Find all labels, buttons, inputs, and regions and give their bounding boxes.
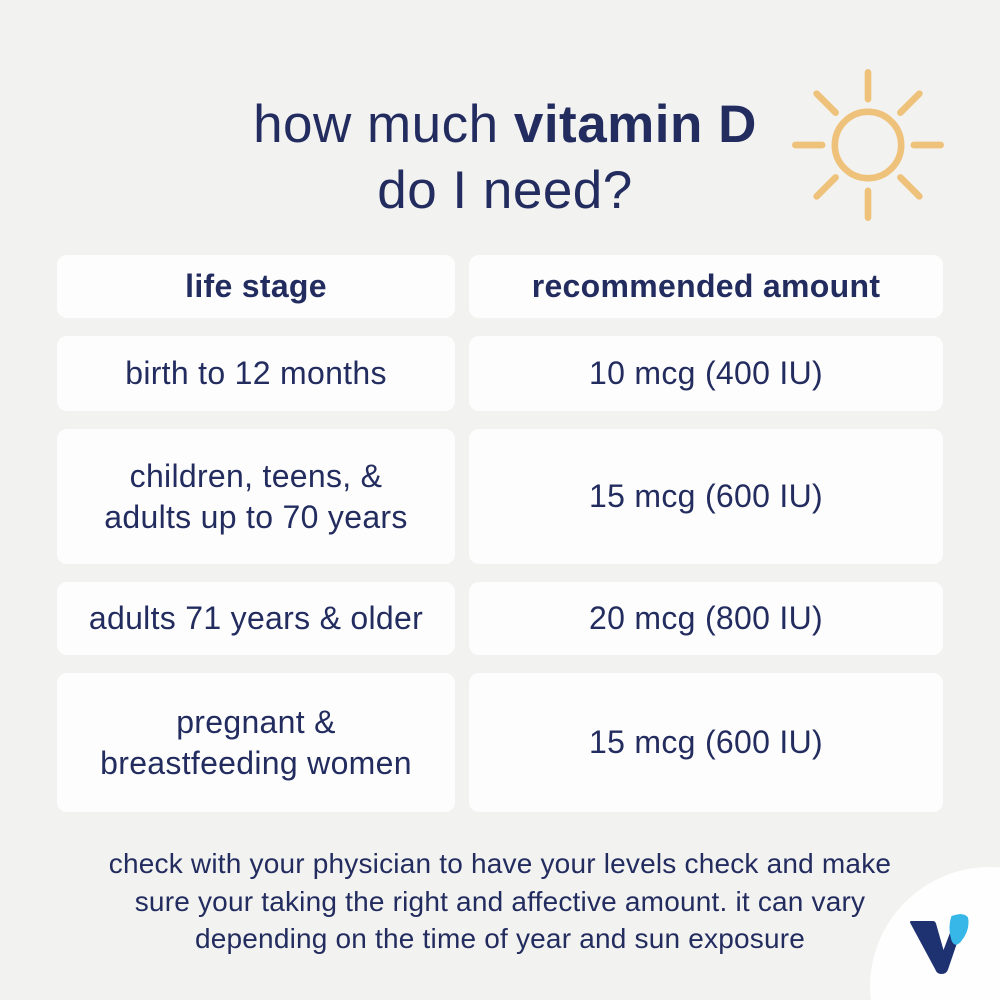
title-text-bold: vitamin D bbox=[513, 95, 757, 154]
row-2-amount: 20 mcg (800 IU) bbox=[469, 582, 943, 655]
row-1-life-stage: children, teens, & adults up to 70 years bbox=[57, 429, 455, 564]
header-recommended-amount: recommended amount bbox=[469, 255, 943, 318]
row-0-life-stage: birth to 12 months bbox=[57, 336, 455, 411]
row-2-life-stage: adults 71 years & older bbox=[57, 582, 455, 655]
row-3-amount: 15 mcg (600 IU) bbox=[469, 673, 943, 812]
row-0-amount: 10 mcg (400 IU) bbox=[469, 336, 943, 411]
title-line-2: do I need? bbox=[377, 161, 633, 220]
header-life-stage: life stage bbox=[57, 255, 455, 318]
row-3-life-stage: pregnant & breastfeeding women bbox=[57, 673, 455, 812]
sun-icon bbox=[792, 69, 944, 221]
title-line-1: how much vitamin D bbox=[5, 92, 1000, 158]
page-title: how much vitamin D do I need? bbox=[5, 92, 1000, 224]
physician-disclaimer: check with your physician to have your l… bbox=[108, 848, 892, 954]
vitamin-d-table: life stage recommended amount birth to 1… bbox=[57, 255, 943, 812]
title-text-regular: how much bbox=[253, 95, 514, 154]
vitamin-v-logo-icon bbox=[910, 914, 969, 974]
row-1-amount: 15 mcg (600 IU) bbox=[469, 429, 943, 564]
